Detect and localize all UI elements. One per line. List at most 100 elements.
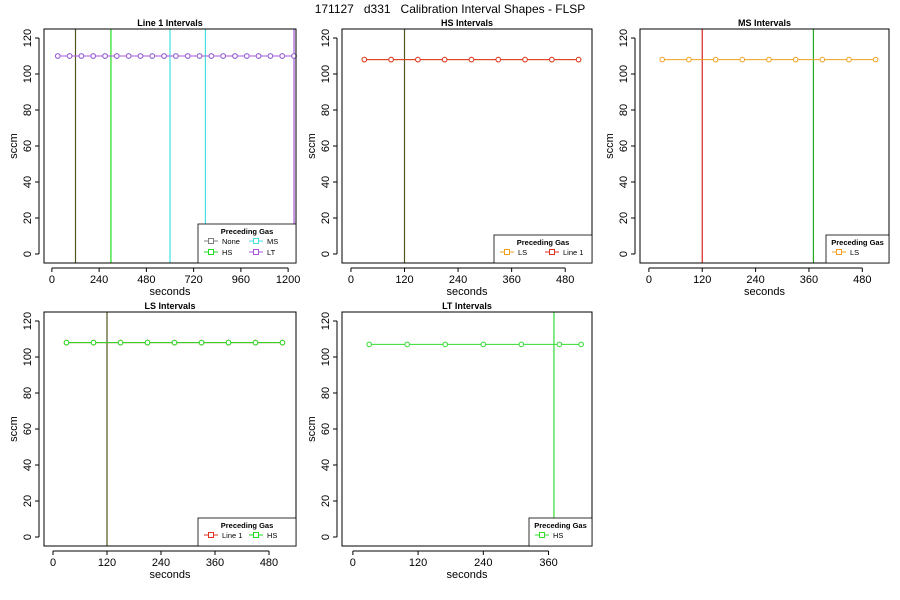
- data-point: [54, 53, 61, 59]
- legend-entry: HS: [267, 531, 277, 540]
- y-tick-label: 60: [320, 423, 332, 435]
- x-tick-label: 0: [348, 274, 354, 286]
- chart-panel-4: LS Intervals 0 120 240 360 480 seconds 0 20 40 60 8…: [8, 301, 297, 581]
- y-tick-label: 0: [320, 534, 332, 540]
- y-tick-label: 60: [22, 423, 34, 435]
- chart-panel-2: HS Intervals 0 120 240 360 480 seconds 0 20 40 60 8…: [306, 18, 593, 298]
- legend-swatch-marker: [504, 249, 510, 255]
- x-tick-label: 0: [350, 557, 356, 569]
- y-tick-label: 0: [22, 534, 34, 540]
- data-point: [255, 53, 262, 59]
- data-point: [686, 56, 692, 63]
- data-point: [144, 339, 151, 346]
- y-tick-label: 80: [618, 104, 630, 116]
- data-point: [267, 53, 274, 59]
- chart-title: MS Intervals: [738, 18, 791, 28]
- data-point: [361, 56, 368, 63]
- y-tick-label: 120: [22, 312, 34, 330]
- y-tick-label: 40: [22, 459, 34, 471]
- page-title: 171127 d331 Calibration Interval Shapes …: [314, 2, 586, 16]
- legend-title: Preceding Gas: [517, 238, 570, 247]
- data-point: [549, 56, 555, 63]
- data-point: [90, 53, 97, 59]
- data-point: [66, 53, 73, 59]
- data-point: [659, 56, 666, 63]
- x-axis-label: seconds: [150, 286, 191, 298]
- x-tick-label: 120: [395, 274, 413, 286]
- x-axis-label: seconds: [447, 286, 488, 298]
- legend-title: Preceding Gas: [534, 521, 587, 530]
- data-point: [739, 56, 746, 63]
- data-point: [522, 56, 528, 63]
- data-point: [556, 341, 563, 348]
- x-axis-label: seconds: [150, 569, 191, 581]
- data-point: [480, 341, 487, 348]
- legend-box: [197, 517, 297, 547]
- data-point: [468, 56, 475, 63]
- data-point: [712, 56, 719, 63]
- data-point: [208, 53, 215, 59]
- data-point: [404, 341, 411, 348]
- legend-box: [197, 223, 297, 264]
- data-point: [171, 339, 178, 346]
- chart-panel-3: MS Intervals 0 120 240 360 480 seconds 0 20 40 60 8…: [604, 18, 890, 298]
- x-tick-label: 480: [853, 274, 871, 286]
- x-tick-label: 0: [49, 274, 55, 286]
- y-tick-label: 120: [22, 29, 34, 47]
- data-point: [117, 339, 124, 346]
- y-tick-label: 20: [320, 495, 332, 507]
- data-point: [63, 339, 70, 346]
- data-point: [243, 53, 250, 59]
- data-point: [366, 341, 372, 348]
- chart-title: LT Intervals: [442, 301, 492, 311]
- data-point: [78, 53, 85, 59]
- legend-entry: MS: [267, 237, 278, 246]
- y-tick-label: 80: [22, 387, 34, 399]
- plot-frame: [43, 311, 297, 547]
- plot-frame: [43, 28, 297, 264]
- legend-swatch-marker: [208, 238, 214, 244]
- y-tick-label: 40: [22, 176, 34, 188]
- data-point: [198, 339, 205, 346]
- y-axis-label: sccm: [8, 133, 20, 159]
- y-axis-label: sccm: [306, 416, 318, 442]
- x-tick-label: 360: [800, 274, 818, 286]
- y-axis-label: sccm: [604, 133, 616, 159]
- data-point: [819, 56, 826, 63]
- legend-title: Preceding Gas: [221, 521, 274, 530]
- y-tick-label: 40: [618, 176, 630, 188]
- data-point: [102, 53, 108, 59]
- plot-frame: [639, 28, 890, 264]
- data-point: [125, 53, 132, 59]
- x-tick-label: 240: [746, 274, 764, 286]
- x-tick-label: 360: [206, 557, 224, 569]
- legend-swatch-marker: [549, 249, 555, 255]
- chart-title: Line 1 Intervals: [137, 18, 203, 28]
- legend-swatch-marker: [253, 249, 259, 255]
- y-tick-label: 100: [22, 65, 34, 83]
- chart-title: LS Intervals: [144, 301, 195, 311]
- data-point: [149, 53, 156, 59]
- legend-entry: Line 1: [222, 531, 242, 540]
- data-point: [415, 56, 421, 63]
- data-point: [225, 339, 232, 346]
- legend-entry: HS: [222, 248, 232, 257]
- chart-panel-5: LT Intervals 0 120 240 360 seconds 0 20 40 60 80 10…: [306, 301, 593, 581]
- data-point: [846, 56, 852, 63]
- data-point: [252, 339, 259, 346]
- y-tick-label: 0: [320, 251, 332, 257]
- data-point: [196, 53, 203, 59]
- y-tick-label: 20: [618, 212, 630, 224]
- data-point: [220, 53, 226, 59]
- y-tick-label: 20: [320, 212, 332, 224]
- data-point: [184, 53, 191, 59]
- legend-entry: None: [222, 237, 240, 246]
- x-tick-label: 360: [502, 274, 520, 286]
- y-tick-label: 80: [320, 387, 332, 399]
- x-tick-label: 120: [409, 557, 427, 569]
